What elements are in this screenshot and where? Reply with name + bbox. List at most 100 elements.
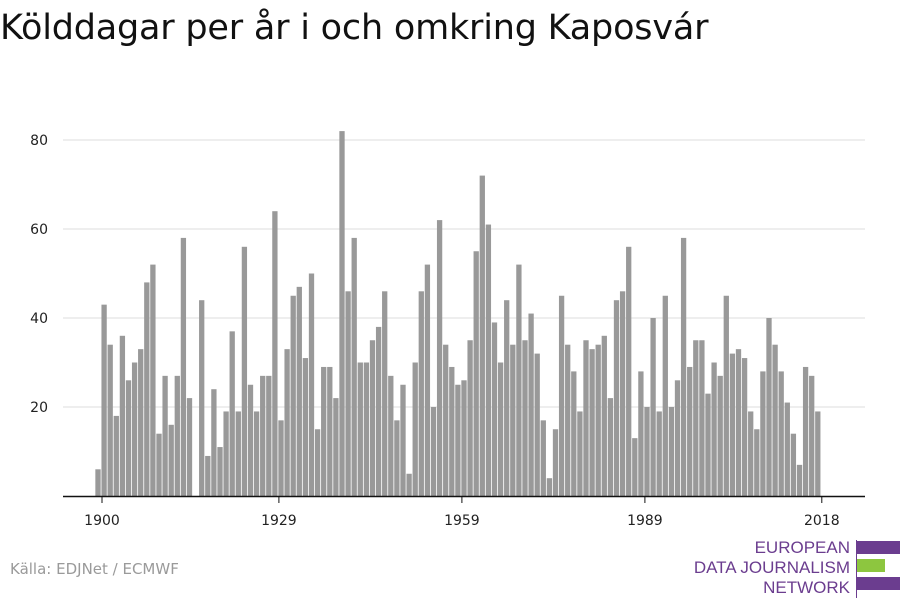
bar-1905: [125, 380, 132, 496]
bar-1945: [369, 340, 376, 496]
logo-bar-middle: [857, 559, 885, 572]
logo-divider: [856, 540, 857, 598]
bar-1954: [424, 264, 431, 496]
x-axis-ticks: 1900 1929 1959 1989 2018: [84, 496, 840, 529]
bar-1985: [613, 300, 620, 496]
bar-1966: [497, 362, 504, 496]
bar-1921: [223, 411, 229, 496]
bar-2004: [729, 353, 736, 496]
bar-1975: [552, 429, 559, 496]
bar-1937: [321, 366, 327, 496]
bar-2014: [790, 433, 797, 496]
edjnet-logo: EUROPEAN DATA JOURNALISM NETWORK: [694, 538, 900, 598]
bar-1950: [400, 384, 406, 496]
bar-1902: [107, 344, 113, 496]
bar-2005: [735, 349, 742, 496]
bar-2013: [784, 402, 790, 496]
bar-1988: [632, 438, 638, 496]
bar-1997: [687, 366, 693, 496]
bar-1922: [229, 331, 235, 496]
bar-1923: [235, 411, 241, 496]
y-axis-labels: 20 40 60 80: [30, 133, 48, 416]
x-tick-label-2018: 2018: [804, 513, 840, 529]
bar-1979: [577, 411, 583, 496]
y-tick-label-20: 20: [30, 400, 48, 416]
bar-1983: [601, 335, 607, 496]
bar-1935: [308, 273, 315, 496]
x-tick-label-1989: 1989: [627, 513, 663, 529]
bar-1968: [510, 344, 516, 496]
bar-2007: [748, 411, 754, 496]
bar-1915: [186, 398, 193, 496]
bar-1919: [211, 389, 217, 496]
x-tick-label-1900: 1900: [84, 513, 120, 529]
bar-2009: [760, 371, 766, 496]
bar-1929: [272, 211, 278, 496]
bar-1908: [144, 282, 150, 496]
logo-line-1: EUROPEAN: [754, 538, 850, 557]
bar-1951: [406, 473, 412, 496]
bar-1955: [430, 407, 437, 496]
bar-1977: [565, 344, 571, 496]
bar-1995: [674, 380, 681, 496]
bar-1946: [375, 326, 382, 496]
bar-1956: [436, 220, 443, 496]
bar-1982: [595, 344, 601, 496]
bars: [95, 131, 821, 497]
bar-2006: [741, 358, 748, 496]
bar-1938: [327, 366, 333, 496]
bar-1965: [491, 322, 498, 496]
bar-1906: [131, 362, 138, 496]
bar-1932: [290, 295, 296, 496]
y-tick-label-80: 80: [30, 133, 48, 149]
logo-bar-bottom: [857, 577, 900, 590]
bar-1909: [150, 264, 156, 496]
bar-1987: [626, 246, 632, 496]
bar-2016: [802, 366, 809, 496]
bar-1913: [174, 375, 180, 496]
bar-1989: [638, 371, 644, 496]
bar-1911: [162, 375, 168, 496]
bar-1925: [247, 384, 254, 496]
bar-1930: [278, 420, 284, 496]
bar-1994: [668, 407, 675, 496]
bar-1943: [357, 362, 363, 496]
bar-2003: [723, 295, 729, 496]
bar-1926: [253, 411, 260, 496]
bar-1993: [662, 295, 668, 496]
bar-2011: [772, 344, 778, 496]
y-tick-label-60: 60: [30, 222, 48, 238]
bar-1991: [650, 318, 656, 496]
bar-2018: [815, 411, 821, 496]
bar-1972: [534, 353, 540, 496]
bar-1934: [302, 358, 309, 496]
bar-1941: [345, 291, 351, 496]
x-tick-label-1959: 1959: [444, 513, 480, 529]
bar-1939: [333, 398, 339, 496]
bar-1976: [558, 295, 565, 496]
bar-1998: [693, 340, 699, 496]
bar-2008: [754, 429, 760, 496]
bar-1903: [113, 415, 119, 496]
bar-1940: [339, 131, 345, 496]
logo-line-2: DATA JOURNALISM: [693, 558, 850, 577]
logo-line-3: NETWORK: [763, 578, 850, 597]
bar-1960: [461, 380, 467, 496]
bar-1978: [571, 371, 577, 496]
bar-1974: [546, 478, 553, 496]
bar-2017: [809, 375, 815, 496]
bar-1964: [485, 224, 492, 497]
bar-1912: [168, 424, 174, 496]
bar-1920: [217, 447, 223, 496]
bar-1952: [412, 362, 418, 496]
bar-1910: [156, 433, 162, 496]
bar-1959: [455, 384, 461, 496]
bar-1901: [101, 304, 107, 496]
bar-1990: [644, 407, 650, 496]
bar-2001: [711, 362, 717, 496]
bar-2000: [705, 393, 711, 496]
bar-1962: [473, 251, 479, 496]
bar-1981: [589, 349, 595, 496]
bar-1933: [296, 286, 302, 496]
bar-1973: [540, 420, 546, 496]
